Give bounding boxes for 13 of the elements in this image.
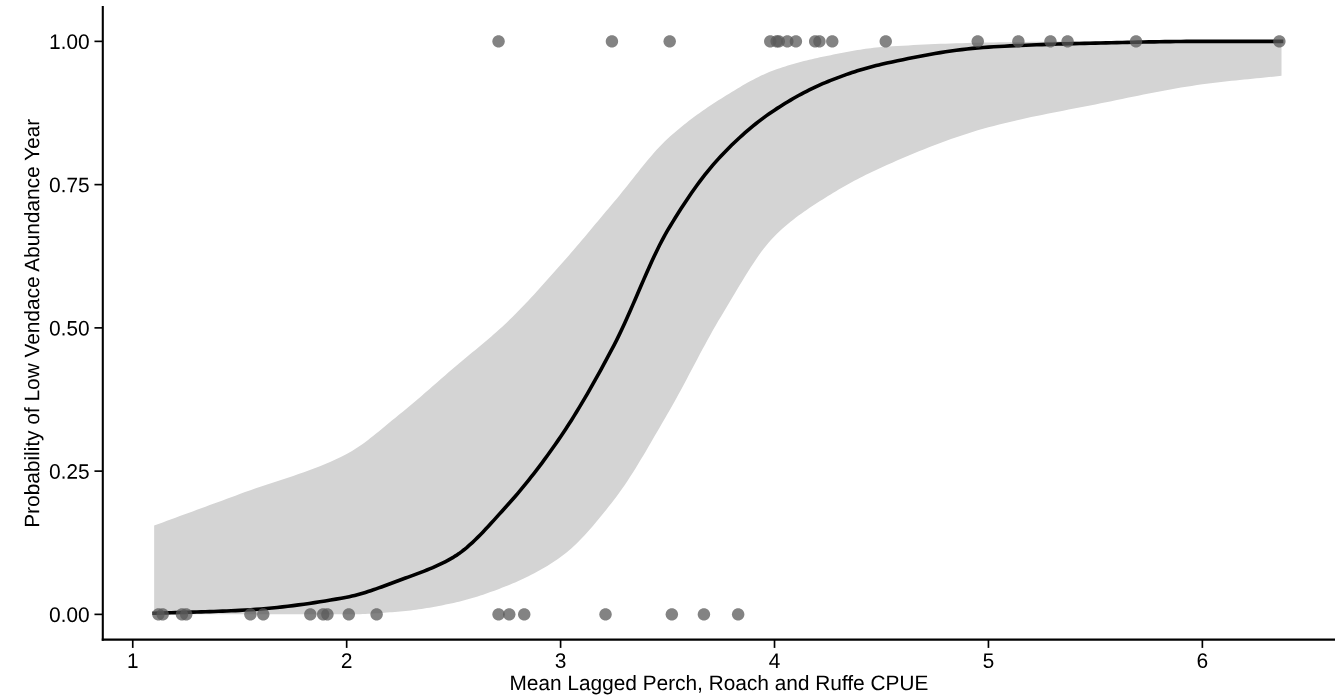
y-tick-label: 0.50 [49,320,89,336]
x-axis-title: Mean Lagged Perch, Roach and Ruffe CPUE [511,674,928,695]
y-tick-label: 0.75 [49,177,89,193]
x-tick-label: 3 [555,653,566,669]
x-tick-label: 2 [341,653,352,668]
y-axis-title: Probability of Low Vendace Abundance Year [24,119,44,527]
y-tick-label: 0.00 [49,607,89,623]
y-tick-label: 1.00 [50,34,89,50]
x-tick-label: 1 [128,653,138,668]
y-tick-label: 0.25 [49,464,89,479]
x-tick-label: 6 [1197,653,1208,669]
x-tick-label: 5 [983,653,994,669]
x-tick-label: 4 [769,653,780,668]
